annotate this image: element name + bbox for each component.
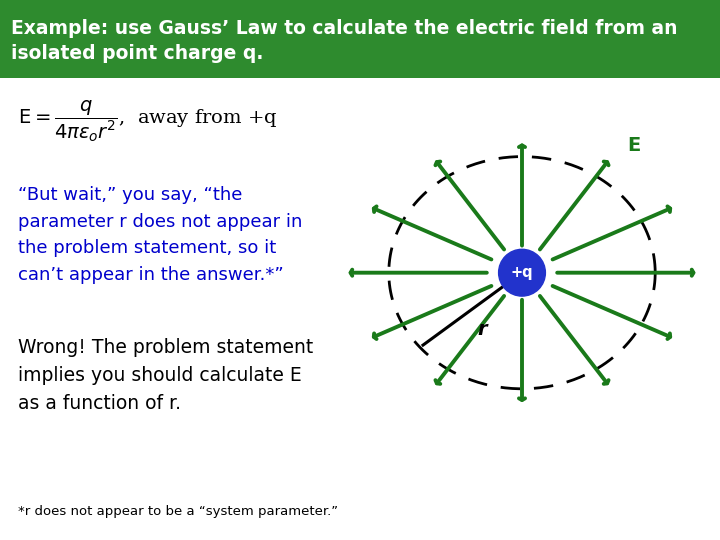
FancyBboxPatch shape bbox=[0, 0, 720, 78]
Ellipse shape bbox=[498, 249, 546, 296]
Text: Wrong! The problem statement
implies you should calculate E
as a function of r.: Wrong! The problem statement implies you… bbox=[18, 338, 313, 413]
Text: +q: +q bbox=[510, 265, 534, 280]
Text: “But wait,” you say, “the
parameter r does not appear in
the problem statement, : “But wait,” you say, “the parameter r do… bbox=[18, 186, 302, 284]
Text: $\mathrm{E} = \dfrac{q}{4\pi\varepsilon_o r^2}$,  away from +q: $\mathrm{E} = \dfrac{q}{4\pi\varepsilon_… bbox=[18, 99, 277, 144]
Text: Example: use Gauss’ Law to calculate the electric field from an
isolated point c: Example: use Gauss’ Law to calculate the… bbox=[11, 19, 678, 63]
Text: *r does not appear to be a “system parameter.”: *r does not appear to be a “system param… bbox=[18, 505, 338, 518]
Text: r: r bbox=[477, 320, 487, 339]
Text: E: E bbox=[627, 136, 640, 156]
